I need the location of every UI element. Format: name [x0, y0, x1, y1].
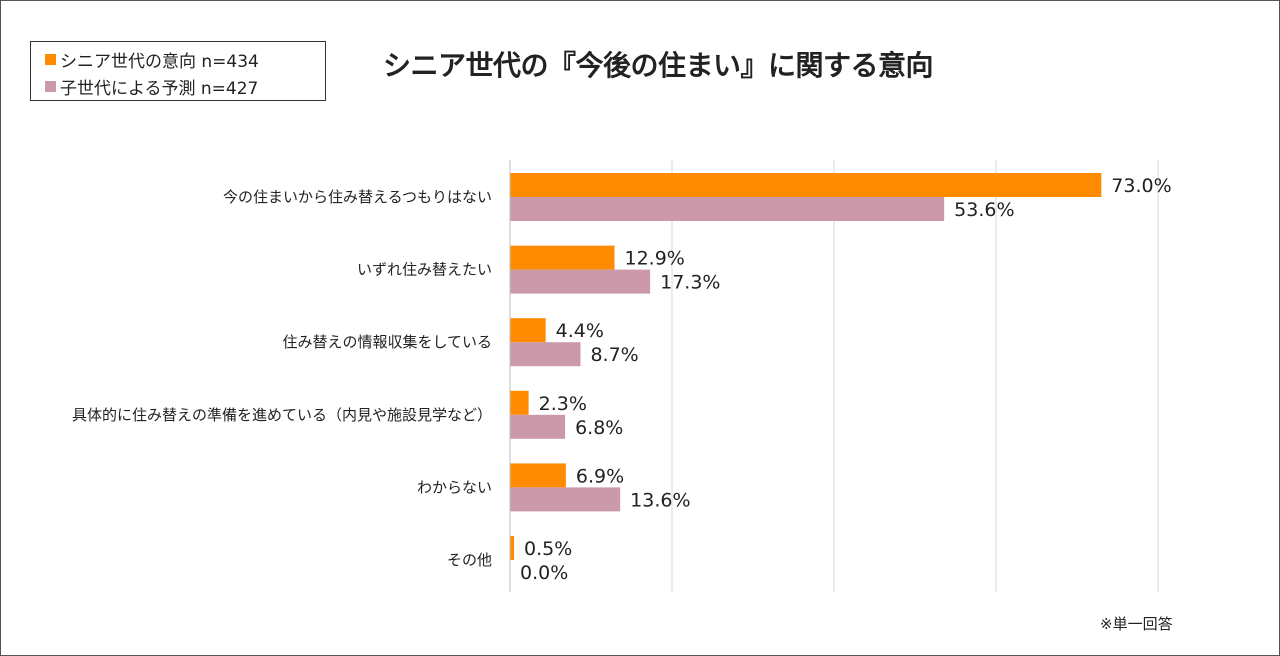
data-label-senior: 2.3%	[539, 393, 587, 415]
category-label: その他	[447, 551, 492, 569]
data-label-children: 53.6%	[954, 199, 1014, 221]
legend-swatch-children	[45, 81, 56, 92]
bar-senior	[510, 245, 615, 270]
bar-children	[510, 342, 581, 367]
data-label-senior: 12.9%	[624, 248, 684, 270]
category-label: いずれ住み替えたい	[357, 261, 492, 279]
legend-label-senior: シニア世代の意向 n=434	[60, 52, 259, 72]
legend-item-senior: シニア世代の意向 n=434	[45, 47, 259, 72]
data-label-senior: 4.4%	[556, 320, 604, 342]
data-label-senior: 6.9%	[576, 465, 624, 487]
legend-label-children: 子世代による予測 n=427	[60, 79, 259, 99]
bar-children	[510, 414, 566, 439]
data-label-children: 13.6%	[630, 489, 690, 511]
data-label-senior: 0.5%	[524, 538, 572, 560]
bar-children	[510, 269, 651, 294]
data-label-children: 8.7%	[590, 344, 638, 366]
data-label-children: 17.3%	[660, 272, 720, 294]
data-label-children: 0.0%	[520, 562, 568, 584]
chart-title: シニア世代の『今後の住まい』に関する意向	[383, 49, 934, 82]
category-label: 具体的に住み替えの準備を進めている（内見や施設見学など）	[72, 406, 492, 424]
bar-senior	[510, 173, 1102, 197]
bar-senior	[510, 463, 566, 488]
legend-swatch-senior	[45, 54, 56, 65]
category-label: 今の住まいから住み替えるつもりはない	[223, 188, 492, 206]
footnote: ※単一回答	[1100, 615, 1173, 633]
bar-children	[510, 197, 945, 221]
bar-children	[510, 487, 621, 512]
data-label-children: 6.8%	[575, 417, 623, 439]
bar-senior	[510, 536, 515, 560]
category-label: 住み替えの情報収集をしている	[282, 333, 492, 351]
category-label: わからない	[417, 478, 492, 496]
data-label-senior: 73.0%	[1111, 175, 1171, 197]
legend: シニア世代の意向 n=434 子世代による予測 n=427	[30, 41, 326, 101]
bar-senior	[510, 318, 546, 343]
legend-item-children: 子世代による予測 n=427	[45, 74, 258, 99]
bar-senior	[510, 390, 529, 415]
